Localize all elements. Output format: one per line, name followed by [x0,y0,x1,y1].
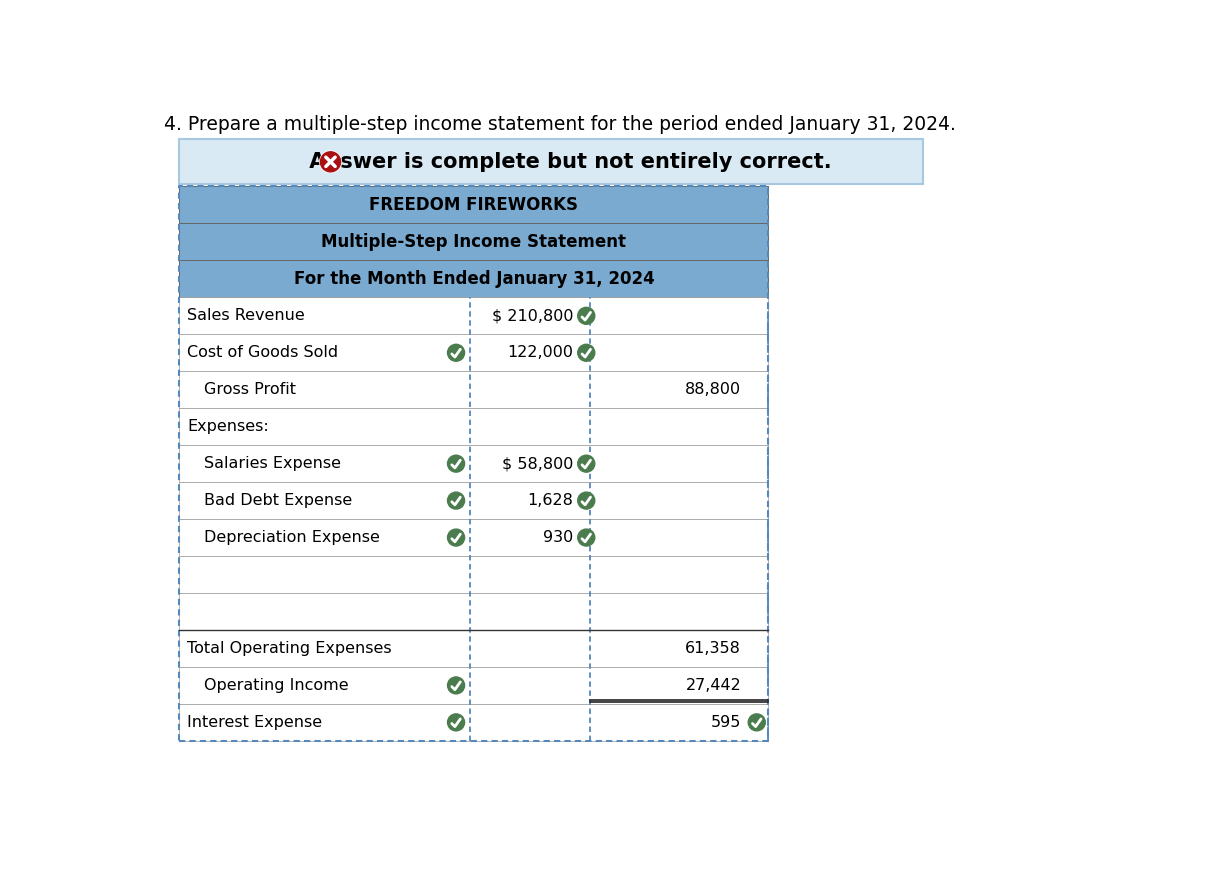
Bar [179,334,769,371]
Bar [179,187,769,224]
Bar [179,482,769,519]
Text: FREEDOM FIREWORKS: FREEDOM FIREWORKS [369,196,579,214]
Text: $ 210,800: $ 210,800 [492,308,574,323]
Text: Salaries Expense: Salaries Expense [205,456,341,471]
Circle shape [447,529,464,546]
Text: 61,358: 61,358 [686,641,742,656]
Text: For the Month Ended January 31, 2024: For the Month Ended January 31, 2024 [294,270,654,288]
Bar [179,704,769,741]
Text: Gross Profit: Gross Profit [205,382,296,397]
Bar [179,260,769,297]
Text: Sales Revenue: Sales Revenue [188,308,304,323]
Bar [179,408,769,445]
Text: 88,800: 88,800 [685,382,742,397]
Circle shape [577,307,594,325]
Bar [179,667,769,704]
Text: Answer is complete but not entirely correct.: Answer is complete but not entirely corr… [302,152,832,172]
Text: Bad Debt Expense: Bad Debt Expense [205,493,352,508]
Circle shape [447,677,464,693]
Text: $ 58,800: $ 58,800 [502,456,574,471]
Circle shape [447,344,464,362]
Bar [179,445,769,482]
Text: Interest Expense: Interest Expense [188,715,323,730]
Circle shape [447,714,464,730]
Bar [179,519,769,556]
Text: 595: 595 [711,715,742,730]
Text: Operating Income: Operating Income [205,678,348,693]
Circle shape [748,714,765,730]
Text: 930: 930 [543,530,574,545]
Bar [179,371,769,408]
Circle shape [447,492,464,509]
Bar [179,593,769,630]
Text: Cost of Goods Sold: Cost of Goods Sold [188,345,339,360]
Text: 4. Prepare a multiple-step income statement for the period ended January 31, 202: 4. Prepare a multiple-step income statem… [164,114,956,134]
Circle shape [577,455,594,472]
Text: 1,628: 1,628 [527,493,574,508]
Bar [179,297,769,334]
Circle shape [320,151,341,172]
Text: Multiple-Step Income Statement: Multiple-Step Income Statement [322,233,626,251]
Text: Expenses:: Expenses: [188,419,269,434]
Text: 122,000: 122,000 [507,345,574,360]
Text: Depreciation Expense: Depreciation Expense [205,530,380,545]
Bar [179,630,769,667]
Text: 27,442: 27,442 [686,678,742,693]
Text: Total Operating Expenses: Total Operating Expenses [188,641,392,656]
Circle shape [577,492,594,509]
Circle shape [447,455,464,472]
Bar [179,556,769,593]
Bar [179,224,769,260]
Circle shape [577,344,594,362]
Circle shape [577,529,594,546]
FancyBboxPatch shape [179,139,923,184]
